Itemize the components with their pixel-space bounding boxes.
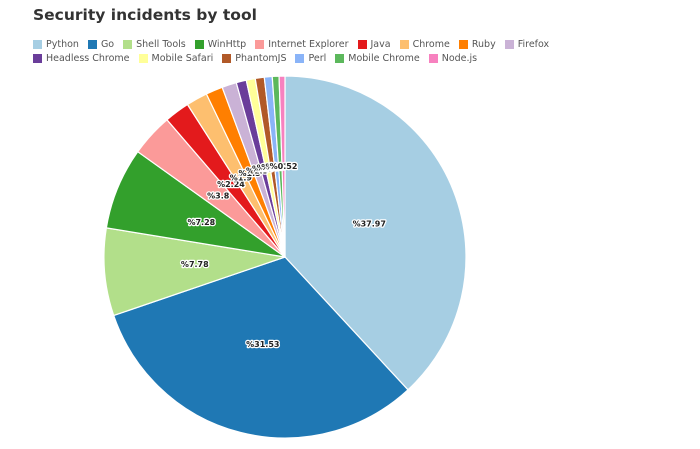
legend-item[interactable]: WinHttp [194, 38, 247, 51]
legend-item[interactable]: Chrome [399, 38, 450, 51]
legend-label: Internet Explorer [268, 39, 349, 50]
pie-data-label: %2.24 [217, 180, 245, 189]
legend: Python Go Shell Tools WinHttp Internet Explo… [33, 38, 553, 65]
legend-item[interactable]: Mobile Safari [138, 52, 214, 65]
legend-label: Mobile Safari [151, 53, 214, 64]
pie-data-label: %37.97 [353, 219, 386, 228]
pie-data-label: %0.9 [252, 165, 275, 174]
pie-data-label: %3.8 [207, 191, 230, 200]
legend-swatch [194, 40, 204, 49]
pie-data-label: %1.9 [230, 173, 253, 182]
legend-item[interactable]: Mobile Chrome [335, 52, 420, 65]
legend-label: Node.js [441, 53, 478, 64]
pie-slice[interactable] [278, 75, 286, 258]
legend-label: Go [100, 39, 115, 50]
legend-item[interactable]: Ruby [458, 38, 496, 51]
legend-swatch [458, 40, 468, 49]
chart-title: Security incidents by tool [33, 6, 257, 24]
legend-swatch [399, 40, 409, 49]
pie-data-label: %0.6 [269, 162, 292, 171]
pie-data-label: %7.28 [187, 218, 215, 227]
legend-label: Firefox [517, 39, 550, 50]
legend-swatch [295, 54, 305, 63]
pie-data-label: %0.8 [261, 163, 284, 172]
legend-label: PhantomJS [235, 53, 287, 64]
pie-data-label: %31.53 [246, 340, 279, 349]
pie-data-labels: %37.97 %31.53 %7.78 %7.28 %3.8 %2.24%1.9%1.5%… [180, 161, 387, 351]
pie-slices [103, 75, 467, 439]
legend-label: Shell Tools [136, 39, 186, 50]
legend-item[interactable]: PhantomJS [222, 52, 286, 65]
legend-label: WinHttp [207, 39, 247, 50]
legend-swatch [33, 54, 42, 63]
legend-item[interactable]: Java [357, 38, 391, 51]
legend-item[interactable]: Shell Tools [123, 38, 186, 51]
legend-swatch [33, 40, 42, 49]
pie-data-label: %0.8 [257, 164, 280, 173]
pie-data-label: %0.52 [270, 162, 298, 171]
pie-slice[interactable] [284, 75, 467, 391]
legend-item[interactable]: Headless Chrome [33, 52, 130, 65]
legend-swatch [87, 40, 97, 49]
legend-item[interactable]: Firefox [504, 38, 550, 51]
pie-data-label: %1.3 [246, 166, 268, 175]
legend-item[interactable]: Python [33, 38, 79, 51]
legend-item[interactable]: Perl [295, 52, 326, 65]
legend-swatch [504, 40, 514, 49]
legend-swatch [138, 54, 148, 63]
legend-swatch [255, 40, 265, 49]
legend-swatch [428, 54, 438, 63]
legend-label: Headless Chrome [46, 53, 130, 64]
pie-data-label: %7.78 [181, 260, 209, 269]
legend-label: Chrome [412, 39, 450, 50]
legend-swatch [222, 54, 232, 63]
legend-label: Python [46, 39, 79, 50]
legend-item[interactable]: Internet Explorer [255, 38, 349, 51]
legend-label: Perl [308, 53, 327, 64]
legend-swatch [357, 40, 367, 49]
pie-data-label: %0.7 [266, 162, 288, 171]
legend-label: Ruby [471, 39, 496, 50]
pie-slice[interactable] [112, 256, 409, 439]
legend-item[interactable]: Go [87, 38, 115, 51]
legend-swatch [335, 54, 345, 63]
pie-data-label: %1.5 [239, 169, 262, 178]
legend-item[interactable]: Node.js [428, 52, 478, 65]
legend-label: Java [370, 39, 391, 50]
legend-label: Mobile Chrome [348, 53, 420, 64]
legend-swatch [123, 40, 133, 49]
